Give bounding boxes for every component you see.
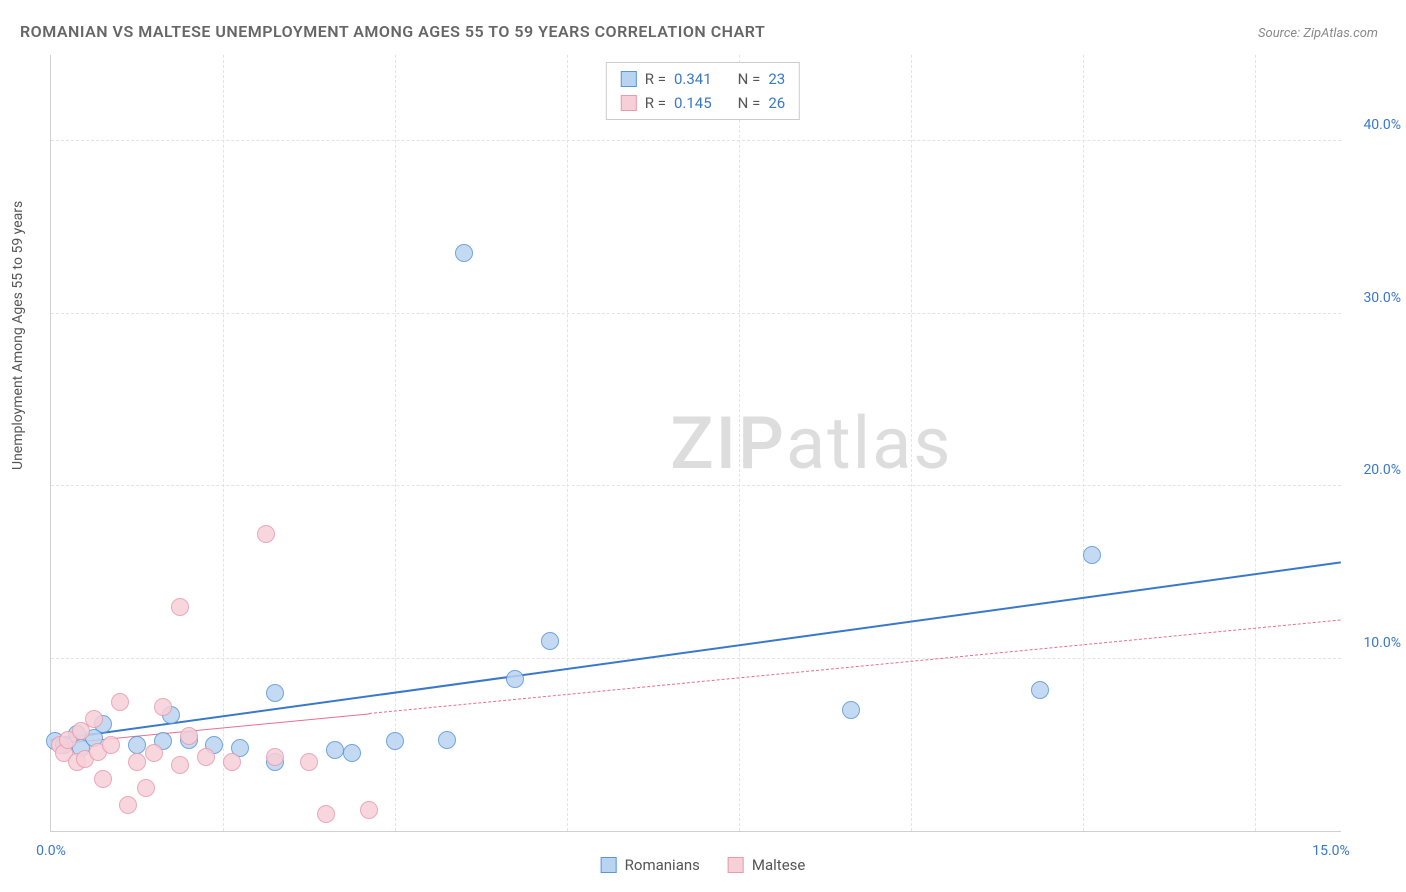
y-tick-label: 10.0%	[1346, 635, 1401, 651]
data-point	[842, 701, 860, 719]
data-point	[506, 670, 524, 688]
x-tick-label: 15.0%	[1312, 843, 1350, 859]
data-point	[197, 748, 215, 766]
chart-area: 10.0%20.0%30.0%40.0%0.0%15.0%ZIPatlas	[50, 55, 1341, 832]
gridline-vertical	[395, 55, 396, 831]
legend-n-label: N =	[738, 91, 761, 115]
data-point	[94, 770, 112, 788]
data-point	[326, 741, 344, 759]
data-point	[171, 756, 189, 774]
data-point	[266, 748, 284, 766]
legend-swatch	[621, 71, 637, 87]
data-point	[111, 693, 129, 711]
data-point	[386, 732, 404, 750]
legend-r-label: R =	[645, 67, 666, 91]
gridline-horizontal	[51, 140, 1341, 141]
gridline-vertical	[1083, 55, 1084, 831]
legend-row: R = 0.341 N = 23	[621, 67, 785, 91]
data-point	[119, 796, 137, 814]
chart-title: ROMANIAN VS MALTESE UNEMPLOYMENT AMONG A…	[20, 22, 765, 41]
data-point	[1031, 681, 1049, 699]
legend-n-value: 23	[768, 67, 785, 91]
legend-r-value: 0.341	[674, 67, 712, 91]
legend-item: Romanians	[601, 856, 700, 874]
legend-label: Maltese	[752, 856, 805, 874]
y-axis-label: Unemployment Among Ages 55 to 59 years	[10, 201, 26, 470]
data-point	[317, 805, 335, 823]
gridline-vertical	[911, 55, 912, 831]
data-point	[360, 801, 378, 819]
legend-r-label: R =	[645, 91, 666, 115]
gridline-vertical	[739, 55, 740, 831]
data-point	[145, 744, 163, 762]
legend-correlation: R = 0.341 N = 23 R = 0.145 N = 26	[606, 62, 800, 120]
x-tick-label: 0.0%	[36, 843, 66, 859]
data-point	[455, 244, 473, 262]
trend-line	[51, 562, 1341, 742]
data-point	[180, 727, 198, 745]
data-point	[266, 684, 284, 702]
legend-item: Maltese	[728, 856, 805, 874]
legend-r-value: 0.145	[674, 91, 712, 115]
data-point	[300, 753, 318, 771]
y-tick-label: 20.0%	[1346, 462, 1401, 478]
legend-n-label: N =	[738, 67, 761, 91]
trend-line	[369, 620, 1341, 715]
data-point	[541, 632, 559, 650]
legend-n-value: 26	[768, 91, 785, 115]
data-point	[154, 698, 172, 716]
legend-swatch	[728, 857, 744, 873]
legend-swatch	[601, 857, 617, 873]
gridline-vertical	[567, 55, 568, 831]
data-point	[1083, 546, 1101, 564]
y-tick-label: 40.0%	[1346, 117, 1401, 133]
data-point	[128, 736, 146, 754]
gridline-horizontal	[51, 313, 1341, 314]
gridline-horizontal	[51, 658, 1341, 659]
data-point	[171, 598, 189, 616]
legend-row: R = 0.145 N = 26	[621, 91, 785, 115]
data-point	[137, 779, 155, 797]
data-point	[438, 731, 456, 749]
gridline-vertical	[1255, 55, 1256, 831]
gridline-horizontal	[51, 485, 1341, 486]
data-point	[343, 744, 361, 762]
data-point	[223, 753, 241, 771]
legend-series: Romanians Maltese	[601, 856, 806, 874]
y-tick-label: 30.0%	[1346, 290, 1401, 306]
legend-swatch	[621, 95, 637, 111]
data-point	[257, 525, 275, 543]
data-point	[102, 736, 120, 754]
data-point	[85, 710, 103, 728]
legend-label: Romanians	[625, 856, 700, 874]
data-point	[128, 753, 146, 771]
source-label: Source: ZipAtlas.com	[1258, 26, 1378, 41]
